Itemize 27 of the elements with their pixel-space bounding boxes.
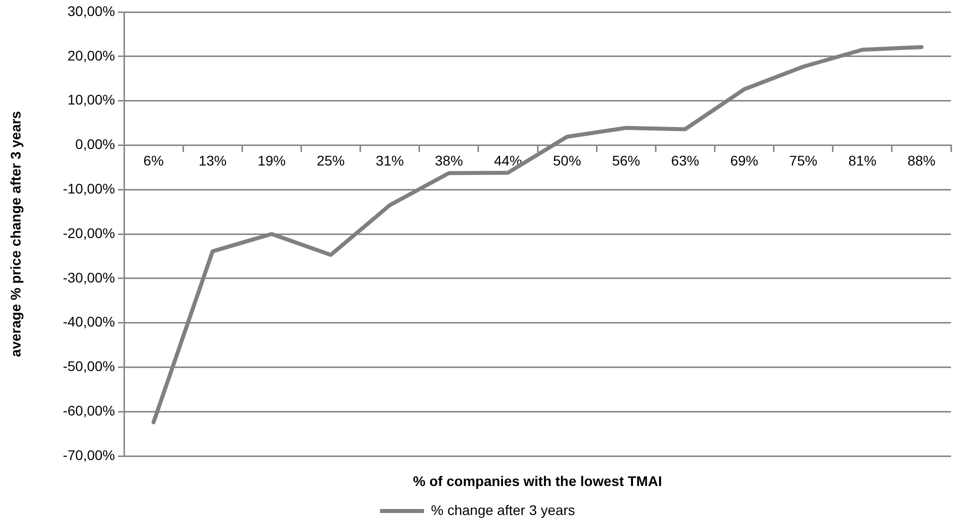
x-tick-label: 56%: [612, 152, 640, 168]
y-tick-label: 0,00%: [75, 136, 115, 152]
x-tick-label: 75%: [789, 152, 818, 168]
legend-label: % change after 3 years: [431, 502, 575, 518]
x-tick-label: 69%: [730, 152, 758, 168]
y-axis-title: average % price change after 3 years: [7, 110, 24, 357]
x-axis-title: % of companies with the lowest TMAI: [413, 472, 662, 489]
y-tick-label: -50,00%: [62, 358, 115, 374]
y-tick-label: 10,00%: [68, 92, 115, 108]
y-tick-label: -40,00%: [62, 314, 115, 330]
y-tick-label: -10,00%: [62, 180, 115, 196]
y-tick-label: 30,00%: [68, 2, 115, 19]
x-tick-label: 19%: [258, 152, 286, 168]
y-tick-label: -30,00%: [62, 269, 115, 286]
y-tick-label: 20,00%: [68, 47, 115, 64]
x-tick-label: 38%: [434, 152, 463, 168]
x-tick-label: 25%: [316, 152, 345, 168]
x-tick-label: 13%: [198, 152, 227, 168]
x-tick-label: 6%: [143, 152, 164, 168]
y-tick-label: -70,00%: [62, 446, 115, 463]
x-tick-label: 81%: [848, 152, 876, 168]
x-tick-label: 50%: [553, 152, 582, 168]
x-tick-label: 31%: [376, 152, 404, 168]
x-tick-label: 88%: [907, 152, 936, 168]
y-tick-label: -20,00%: [62, 224, 115, 241]
x-tick-label: 63%: [671, 152, 700, 168]
y-tick-label: -60,00%: [62, 402, 115, 418]
